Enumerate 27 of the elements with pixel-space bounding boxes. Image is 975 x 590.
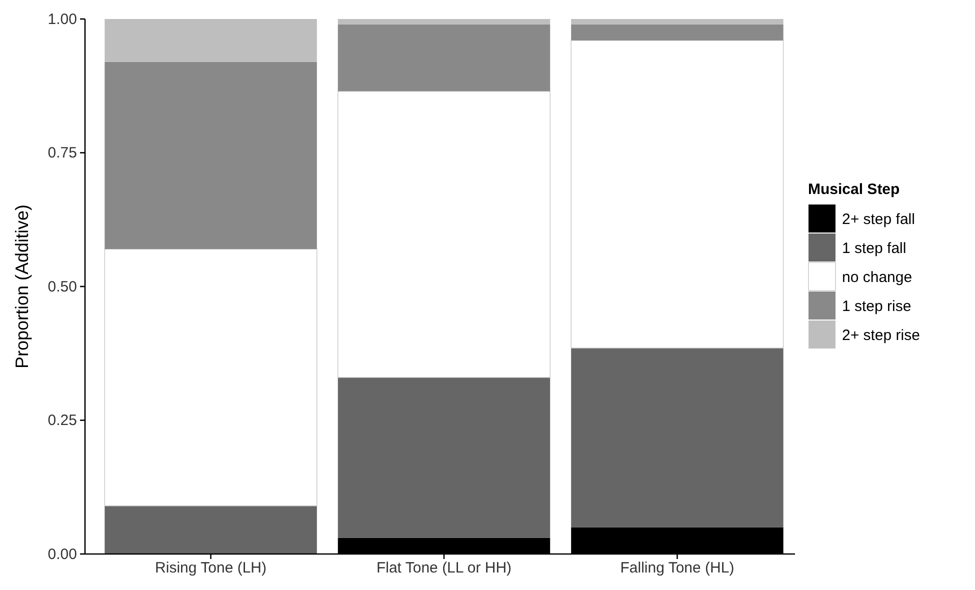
bar <box>104 19 317 62</box>
bar <box>571 24 784 40</box>
x-tick-label: Flat Tone (LL or HH) <box>376 560 512 577</box>
x-tick-label: Rising Tone (LH) <box>155 560 267 577</box>
bar <box>104 62 317 250</box>
bar <box>337 90 551 378</box>
legend-label: 2+ step fall <box>842 211 915 228</box>
y-tick-label: 1.00 <box>48 10 77 28</box>
bar <box>571 348 784 528</box>
y-axis-title: Proportion (Additive) <box>12 204 32 369</box>
y-tick-label: 0.25 <box>48 412 77 430</box>
bar <box>104 506 317 554</box>
legend-label: 1 step fall <box>842 240 906 257</box>
y-tick-label: 0.75 <box>48 144 77 162</box>
bar <box>570 40 784 348</box>
legend-title: Musical Step <box>808 181 900 198</box>
y-tick-label: 0.50 <box>48 278 77 296</box>
x-tick-label: Falling Tone (HL) <box>620 560 734 577</box>
legend-label: 1 step rise <box>842 298 912 315</box>
bar <box>338 377 550 538</box>
bar <box>104 248 318 506</box>
bar <box>338 24 550 92</box>
bar <box>571 19 784 24</box>
legend-label: no change <box>842 269 912 286</box>
legend-label: 2+ step rise <box>842 327 920 344</box>
bar <box>338 19 550 24</box>
y-tick-label: 0.00 <box>48 546 77 563</box>
